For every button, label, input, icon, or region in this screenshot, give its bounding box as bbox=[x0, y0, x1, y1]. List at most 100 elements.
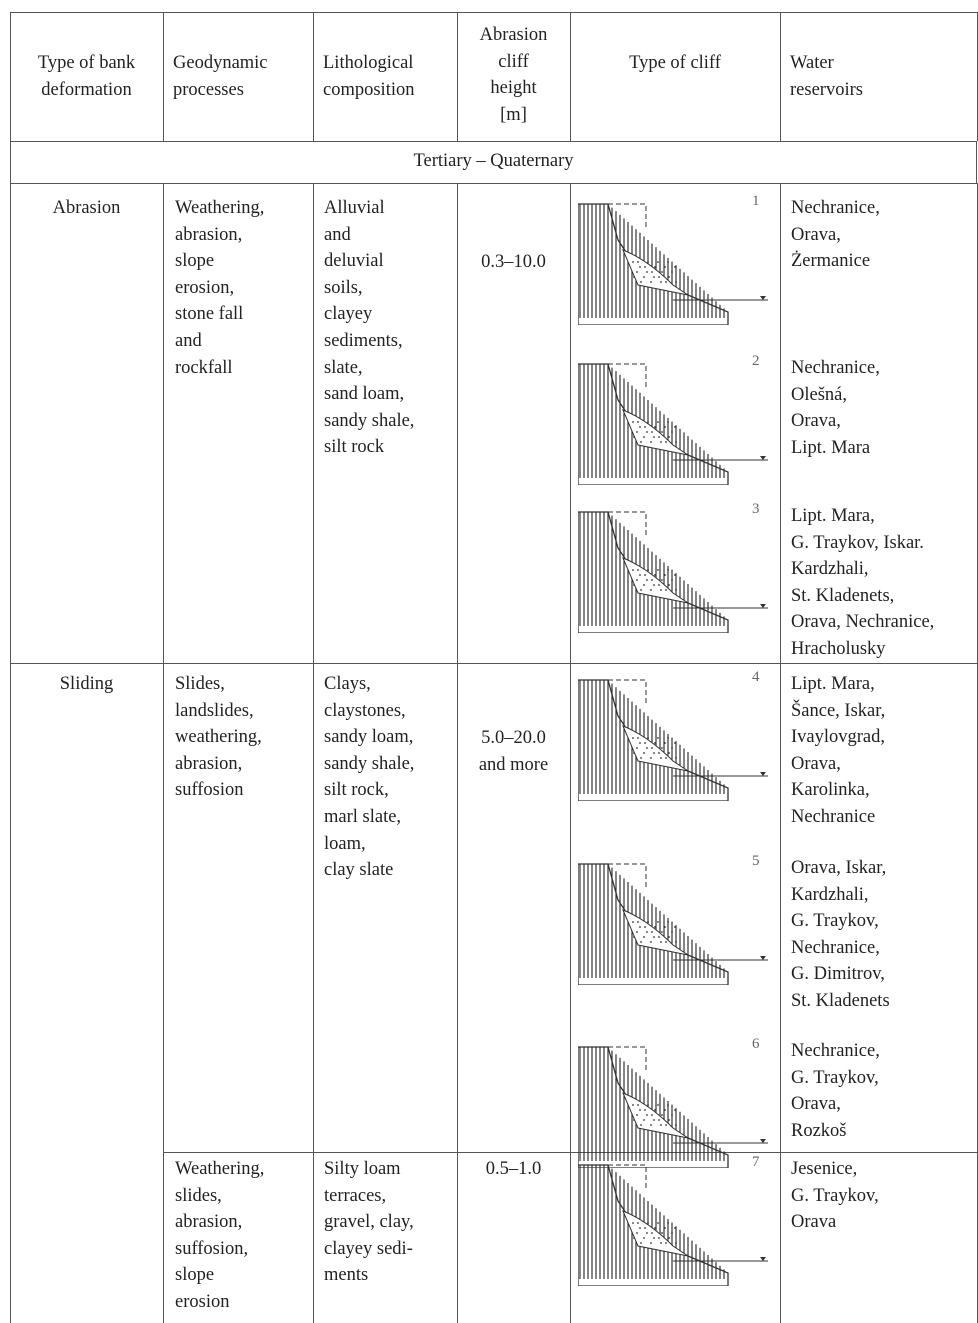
text-line: Orava, bbox=[791, 751, 978, 778]
text-line: Kardzhali, bbox=[791, 556, 978, 583]
text-line: Orava, Nechranice, bbox=[791, 609, 978, 636]
cliff-sketch bbox=[578, 200, 773, 325]
text-line: 0.5–1.0 bbox=[457, 1156, 570, 1183]
text-line: sandy loam, bbox=[324, 724, 464, 751]
text-line: ments bbox=[324, 1262, 464, 1289]
text-line: Abrasion bbox=[10, 195, 163, 222]
text-line: Silty loam bbox=[324, 1156, 464, 1183]
cliff-sketch bbox=[578, 1043, 773, 1168]
text-line: marl slate, bbox=[324, 804, 464, 831]
cell: Geodynamicprocesses bbox=[173, 50, 313, 103]
text-line: abrasion, bbox=[175, 1209, 315, 1236]
text-line: rockfall bbox=[175, 355, 315, 382]
cell: Nechranice,Olešná,Orava,Lipt. Mara bbox=[791, 355, 978, 461]
text-line: Orava bbox=[791, 1209, 978, 1236]
text-line: Type of bank bbox=[10, 50, 163, 77]
rule bbox=[10, 12, 977, 13]
text-line: clay slate bbox=[324, 857, 464, 884]
text-line: cliff bbox=[457, 49, 570, 76]
text-line: claystones, bbox=[324, 698, 464, 725]
text-line: reservoirs bbox=[790, 77, 977, 104]
cliff-sketch bbox=[578, 860, 773, 985]
text-line: Ivaylovgrad, bbox=[791, 724, 978, 751]
rule bbox=[10, 183, 977, 184]
rule bbox=[163, 12, 164, 141]
text-line: clayey bbox=[324, 301, 464, 328]
text-line: Karolinka, bbox=[791, 777, 978, 804]
cliff-sketch bbox=[578, 676, 773, 801]
text-line: clayey sedi- bbox=[324, 1236, 464, 1263]
text-line: G. Dimitrov, bbox=[791, 961, 978, 988]
text-line: soils, bbox=[324, 275, 464, 302]
text-line: Kardzhali, bbox=[791, 882, 978, 909]
text-line: slate, bbox=[324, 355, 464, 382]
cell: Lipt. Mara,G. Traykov, Iskar.Kardzhali,S… bbox=[791, 503, 978, 663]
text-line: G. Traykov, bbox=[791, 1065, 978, 1092]
cliff-sketch bbox=[578, 508, 773, 633]
cell: 5.0–20.0and more bbox=[457, 725, 570, 778]
rule bbox=[780, 12, 781, 141]
text-line: silt rock bbox=[324, 434, 464, 461]
text-line: [m] bbox=[457, 102, 570, 129]
text-line: composition bbox=[323, 77, 457, 104]
text-line: Šance, Iskar, bbox=[791, 698, 978, 725]
cell: Weathering,abrasion,slopeerosion,stone f… bbox=[175, 195, 315, 381]
text-line: Nechranice bbox=[791, 804, 978, 831]
text-line: terraces, bbox=[324, 1183, 464, 1210]
rule bbox=[313, 12, 314, 141]
text-line: Lipt. Mara, bbox=[791, 671, 978, 698]
text-line: Lipt. Mara, bbox=[791, 503, 978, 530]
text-line: slope bbox=[175, 1262, 315, 1289]
text-line: Nechranice, bbox=[791, 195, 978, 222]
cell: Nechranice,Orava,Żermanice bbox=[791, 195, 978, 275]
cell: Type of cliff bbox=[570, 50, 780, 77]
cell: Slides,landslides,weathering,abrasion,su… bbox=[175, 671, 315, 804]
text-line: processes bbox=[173, 77, 313, 104]
rule bbox=[780, 183, 781, 1323]
text-line: abrasion, bbox=[175, 222, 315, 249]
text-line: deformation bbox=[10, 77, 163, 104]
rule bbox=[10, 141, 977, 142]
cell: Alluvialanddeluvialsoils,clayeysediments… bbox=[324, 195, 464, 461]
text-line: Orava, bbox=[791, 222, 978, 249]
text-line: G. Traykov, bbox=[791, 1183, 978, 1210]
text-line: Jesenice, bbox=[791, 1156, 978, 1183]
text-line: Geodynamic bbox=[173, 50, 313, 77]
cell: Lipt. Mara,Šance, Iskar,Ivaylovgrad,Orav… bbox=[791, 671, 978, 831]
text-line: Nechranice, bbox=[791, 935, 978, 962]
cell: Sliding bbox=[10, 671, 163, 698]
text-line: G. Traykov, bbox=[791, 908, 978, 935]
text-line: and more bbox=[457, 752, 570, 779]
text-line: suffosion bbox=[175, 777, 315, 804]
text-line: Nechranice, bbox=[791, 355, 978, 382]
text-line: suffosion, bbox=[175, 1236, 315, 1263]
cell: Abrasion bbox=[10, 195, 163, 222]
rule bbox=[163, 183, 164, 1323]
cell: Jesenice,G. Traykov,Orava bbox=[791, 1156, 978, 1236]
text-line: sediments, bbox=[324, 328, 464, 355]
text-line: slope bbox=[175, 248, 315, 275]
cliff-sketch bbox=[578, 1161, 773, 1286]
text-line: silt rock, bbox=[324, 777, 464, 804]
cell: Nechranice,G. Traykov,Orava,Rozkoš bbox=[791, 1038, 978, 1144]
text-line: Lithological bbox=[323, 50, 457, 77]
text-line: sand loam, bbox=[324, 381, 464, 408]
text-line: Abrasion bbox=[457, 22, 570, 49]
text-line: Rozkoš bbox=[791, 1118, 978, 1145]
cell: 0.3–10.0 bbox=[457, 249, 570, 276]
text-line: and bbox=[324, 222, 464, 249]
cell: Clays,claystones,sandy loam,sandy shale,… bbox=[324, 671, 464, 884]
text-line: slides, bbox=[175, 1183, 315, 1210]
text-line: Water bbox=[790, 50, 977, 77]
text-line: stone fall bbox=[175, 301, 315, 328]
text-line: Type of cliff bbox=[570, 50, 780, 77]
cell: Orava, Iskar,Kardzhali,G. Traykov,Nechra… bbox=[791, 855, 978, 1015]
text-line: Orava, bbox=[791, 1091, 978, 1118]
text-line: Sliding bbox=[10, 671, 163, 698]
rule bbox=[10, 663, 977, 664]
text-line: gravel, clay, bbox=[324, 1209, 464, 1236]
text-line: Nechranice, bbox=[791, 1038, 978, 1065]
